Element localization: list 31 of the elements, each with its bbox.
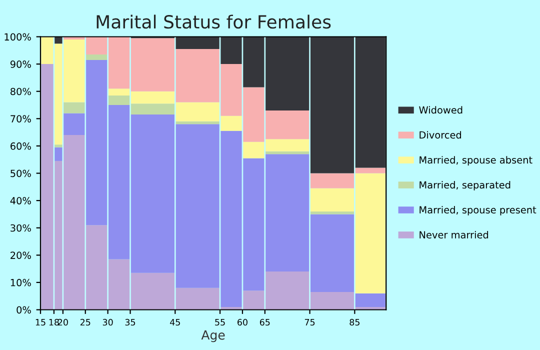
- y-tick-label: 30%: [10, 224, 31, 232]
- legend-label: Married, spouse present: [420, 206, 536, 216]
- x-tick-label: 25: [80, 318, 90, 326]
- y-tick-label: 40%: [10, 197, 31, 204]
- x-tick-label: 75: [304, 319, 315, 326]
- x-tick-label: 85: [350, 318, 360, 326]
- x-tick-label: 18: [49, 318, 59, 326]
- y-tick-label: 20%: [10, 252, 31, 259]
- x-tick-label: 60: [238, 318, 248, 326]
- y-tick-label: 90%: [10, 60, 31, 68]
- x-tick-label: 35: [125, 318, 136, 326]
- y-tick-label: 80%: [10, 88, 31, 96]
- x-tick-label: 45: [170, 319, 180, 326]
- y-tick-label: 10%: [10, 278, 31, 286]
- legend-label: Never married: [420, 230, 488, 238]
- chart-title: Marital Status for Females: [96, 14, 331, 29]
- legend-label: Married, separated: [420, 181, 510, 190]
- y-tick-label: 100%: [4, 33, 31, 41]
- x-axis-title: Age: [201, 330, 225, 342]
- y-tick-label: 70%: [10, 115, 31, 122]
- x-tick-label: 15: [36, 319, 46, 326]
- y-tick-label: 60%: [10, 142, 31, 150]
- legend-label: Divorced: [420, 131, 462, 139]
- y-tick-label: 0%: [16, 306, 31, 314]
- legend-label: Married, spouse absent: [420, 156, 532, 166]
- x-tick-label: 20: [58, 318, 68, 326]
- legend-label: Widowed: [419, 106, 462, 114]
- y-tick-label: 50%: [10, 170, 31, 178]
- x-tick-label: 55: [215, 319, 225, 326]
- x-tick-label: 65: [260, 318, 270, 326]
- x-tick-label: 30: [102, 318, 113, 326]
